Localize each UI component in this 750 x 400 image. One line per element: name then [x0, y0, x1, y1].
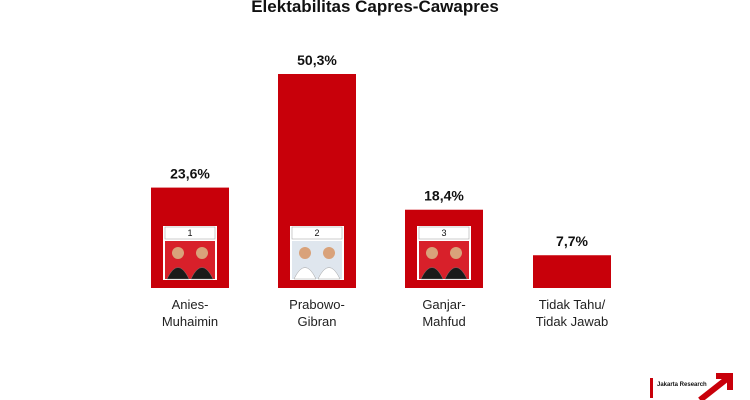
face [172, 247, 184, 259]
logo: Jakarta Research [650, 373, 733, 400]
logo-bar [650, 378, 653, 398]
category-label: Anies- Muhaimin [161, 297, 219, 329]
logo-text: Jakarta Research [657, 382, 707, 388]
value-label: 50,3% [297, 52, 337, 68]
candidate-card: 2 [290, 226, 344, 280]
bar [533, 255, 611, 288]
body [317, 267, 341, 280]
category-label: Ganjar- Mahfud [422, 297, 466, 329]
face [450, 247, 462, 259]
chart-title: Elektabilitas Capres-Cawapres [251, 0, 499, 16]
candidate-card: 3 [417, 226, 471, 280]
face [299, 247, 311, 259]
value-label: 7,7% [556, 233, 588, 249]
body [166, 267, 190, 280]
number-box [291, 226, 343, 240]
candidate-card: 1 [163, 226, 217, 280]
face [196, 247, 208, 259]
body [293, 267, 317, 280]
value-label: 18,4% [424, 188, 464, 204]
body [420, 267, 444, 280]
candidate-number: 3 [441, 228, 446, 238]
logo-arrow [698, 373, 733, 400]
number-box [418, 226, 470, 240]
candidate-number: 1 [187, 228, 192, 238]
body [444, 267, 468, 280]
face [323, 247, 335, 259]
category-label: Tidak Tahu/ Tidak Jawab [535, 297, 609, 329]
candidate-number: 2 [314, 228, 319, 238]
category-label: Prabowo- Gibran [289, 297, 345, 329]
face [426, 247, 438, 259]
number-box [164, 226, 216, 240]
body [190, 267, 214, 280]
value-label: 23,6% [170, 166, 210, 182]
